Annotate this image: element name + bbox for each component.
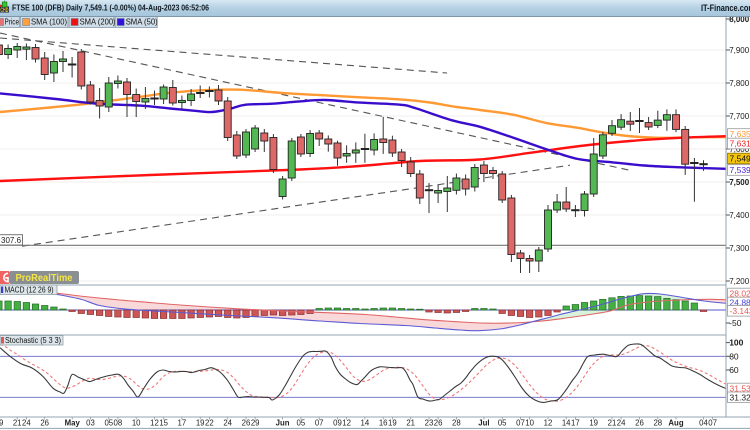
svg-text:7,800: 7,800 [729,78,749,88]
svg-text:CHD: CHD [0,8,8,14]
svg-text:307.6: 307.6 [1,236,22,245]
svg-text:05: 05 [297,418,306,427]
svg-text:03: 03 [86,418,95,427]
svg-text:08: 08 [114,418,123,427]
svg-text:19: 19 [0,418,3,427]
svg-text:05: 05 [498,418,507,427]
svg-text:26: 26 [434,418,443,427]
svg-text:SMA (200): SMA (200) [80,17,116,27]
svg-text:-3.143: -3.143 [730,306,750,316]
svg-text:22: 22 [205,418,214,427]
svg-text:07: 07 [315,418,324,427]
svg-text:10: 10 [525,418,534,427]
svg-text:12: 12 [342,418,351,427]
svg-text:04: 04 [699,418,708,427]
svg-text:7,635.3: 7,635.3 [730,129,750,139]
svg-text:MACD (12 26 9): MACD (12 26 9) [5,285,54,294]
svg-text:29: 29 [251,418,260,427]
svg-text:7,549.1: 7,549.1 [730,154,750,164]
svg-text:ProRealTime: ProRealTime [16,273,73,284]
svg-text:Jul: Jul [478,418,489,427]
svg-text:May: May [65,418,81,427]
svg-text:7,700: 7,700 [729,111,749,121]
svg-text:Aug: Aug [668,418,683,427]
svg-text:21: 21 [608,418,617,427]
svg-text:21: 21 [13,418,22,427]
svg-text:7,900: 7,900 [729,45,749,55]
svg-text:17: 17 [571,418,580,427]
svg-text:SMA (100): SMA (100) [31,17,67,27]
svg-text:8,000: 8,000 [729,14,749,24]
svg-text:21: 21 [406,418,415,427]
svg-text:19: 19 [388,418,397,427]
svg-text:100: 100 [729,338,743,348]
svg-text:31.536: 31.536 [730,384,750,394]
svg-text:Stochastic (5 3 3): Stochastic (5 3 3) [5,336,61,345]
svg-text:16: 16 [379,418,388,427]
svg-text:7,400: 7,400 [729,210,749,220]
svg-text:31.326: 31.326 [730,392,750,402]
svg-text:24.884: 24.884 [730,298,750,308]
svg-text:17: 17 [178,418,187,427]
svg-text:SMA (50): SMA (50) [126,17,158,27]
svg-text:FTSE 100 (DFB) Daily 7,549.1 (: FTSE 100 (DFB) Daily 7,549.1 (-0.00%) 04… [12,3,209,13]
svg-text:10: 10 [132,418,141,427]
svg-text:26: 26 [40,418,49,427]
svg-text:7,300: 7,300 [729,243,749,253]
svg-text:09: 09 [333,418,342,427]
svg-text:26: 26 [242,418,251,427]
svg-text:28: 28 [452,418,461,427]
svg-text:07: 07 [708,418,717,427]
svg-text:23: 23 [425,418,434,427]
svg-text:28.026: 28.026 [730,289,750,299]
svg-text:-50: -50 [729,318,742,328]
svg-text:7,500: 7,500 [729,177,749,187]
svg-text:07: 07 [516,418,525,427]
svg-text:15: 15 [159,418,168,427]
svg-text:Jun: Jun [276,418,290,427]
svg-text:7,200: 7,200 [729,276,749,286]
svg-text:14: 14 [562,418,571,427]
svg-text:7,631.1: 7,631.1 [730,139,750,149]
svg-text:24: 24 [22,418,31,427]
svg-text:80: 80 [729,351,739,361]
svg-text:60: 60 [729,365,739,375]
svg-text:19: 19 [589,418,598,427]
svg-text:26: 26 [635,418,644,427]
svg-text:24: 24 [617,418,626,427]
svg-text:24: 24 [223,418,232,427]
svg-text:IT-Finance.com: IT-Finance.com [701,3,750,13]
svg-text:14: 14 [361,418,370,427]
svg-text:7,539.6: 7,539.6 [730,165,750,175]
svg-text:Price: Price [5,17,20,27]
svg-text:12: 12 [150,418,159,427]
svg-text:19: 19 [196,418,205,427]
svg-text:12: 12 [544,418,553,427]
svg-text:05: 05 [104,418,113,427]
svg-text:28: 28 [653,418,662,427]
